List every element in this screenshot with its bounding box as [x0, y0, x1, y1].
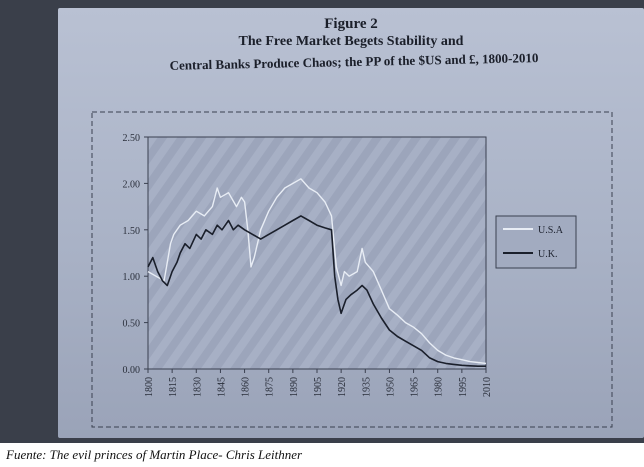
legend-box: [495, 215, 577, 269]
x-tick-label: 1800: [144, 377, 155, 397]
y-tick-label: 1.50: [123, 226, 141, 237]
y-tick-label: 1.00: [123, 272, 141, 283]
legend-label: U.K.: [538, 249, 557, 260]
y-tick-label: 2.00: [123, 179, 141, 190]
x-axis: 1800 1815 1830 1845 1860 1875 1890 1905 1920 1935…: [144, 369, 493, 397]
y-tick-label: 2.50: [123, 133, 141, 144]
series-line-u-k: [147, 215, 486, 367]
x-tick-label: 1980: [434, 377, 445, 397]
line-chart: 0.00 0.50 1.00 1.50 2.00 2.50 1800 1815 1830 184…: [91, 111, 613, 428]
figure-title-line1: The Free Market Begets Stability and: [238, 34, 464, 49]
y-axis: 0.00 0.50 1.00 1.50 2.00 2.50: [123, 133, 148, 376]
x-tick-label: 1950: [385, 377, 396, 397]
x-tick-label: 1995: [458, 377, 469, 397]
legend: U.S.A U.K.: [495, 215, 577, 269]
legend-label: U.S.A: [538, 225, 564, 236]
figure-label: Figure 2: [324, 16, 378, 32]
plot-area: [147, 136, 487, 370]
x-tick-label: 1815: [168, 377, 179, 397]
source-caption: Fuente: The evil princes of Martin Place…: [6, 447, 303, 462]
y-tick-label: 0.00: [123, 365, 141, 376]
x-tick-label: 1875: [265, 377, 276, 397]
x-tick-label: 1890: [289, 377, 300, 397]
x-tick-label: 1935: [361, 377, 372, 397]
x-tick-label: 1965: [410, 377, 421, 397]
outer-frame: [91, 111, 613, 428]
y-tick-label: 0.50: [123, 319, 141, 330]
x-tick-label: 2010: [482, 377, 493, 397]
series-lines: [147, 178, 487, 367]
x-tick-label: 1860: [241, 377, 252, 397]
x-tick-label: 1830: [192, 377, 203, 397]
x-tick-label: 1905: [313, 377, 324, 397]
x-tick-label: 1920: [337, 377, 348, 397]
series-line-u-s-a: [147, 178, 487, 365]
x-tick-label: 1845: [216, 377, 227, 397]
